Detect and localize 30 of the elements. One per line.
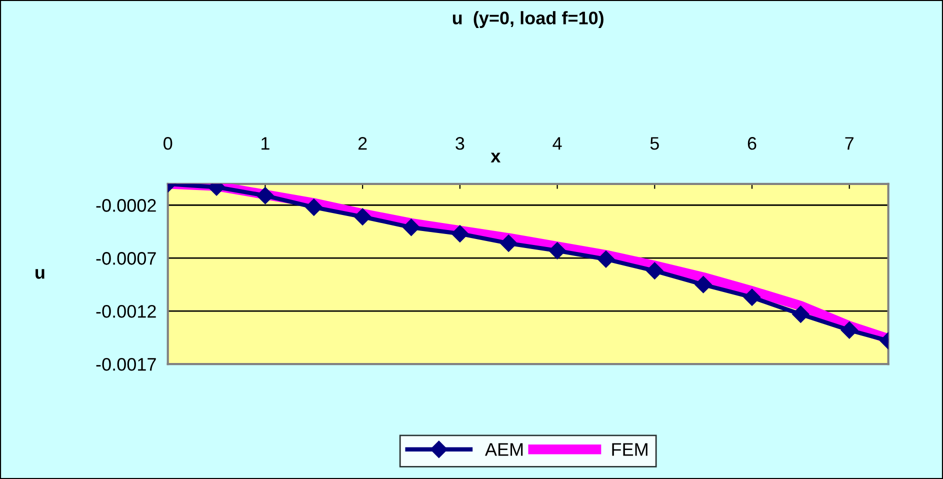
point [256, 187, 274, 204]
y-tick-label: -0.0017 [96, 358, 156, 371]
y-tick-label: -0.0007 [96, 252, 156, 265]
point [402, 218, 420, 236]
chart-title: u (y=0, load f=10) [452, 11, 604, 28]
legend-label: AEM [484, 443, 523, 456]
y-tick-label: -0.0012 [96, 305, 156, 318]
point [451, 225, 468, 242]
point [646, 262, 664, 280]
point [500, 234, 518, 252]
x-tick-label: 1 [262, 137, 270, 150]
x-tick-label: 0 [164, 137, 172, 150]
point [792, 306, 810, 323]
x-tick-label: 4 [552, 137, 562, 150]
point [694, 276, 712, 294]
point [354, 208, 372, 226]
legend-label: FEM [612, 443, 648, 456]
y-axis-title: u [36, 269, 44, 279]
point [597, 250, 615, 268]
x-tick-label: 5 [650, 137, 659, 150]
point [305, 198, 322, 216]
point [548, 242, 566, 260]
x-tick-label: 2 [358, 137, 367, 150]
point [743, 288, 761, 306]
point [840, 322, 858, 339]
y-tick-label: -0.0002 [96, 199, 156, 212]
x-tick-label: 7 [845, 137, 854, 150]
x-axis-title: x [490, 152, 501, 162]
x-tick-label: 6 [748, 137, 756, 150]
x-tick-label: 3 [456, 137, 464, 150]
